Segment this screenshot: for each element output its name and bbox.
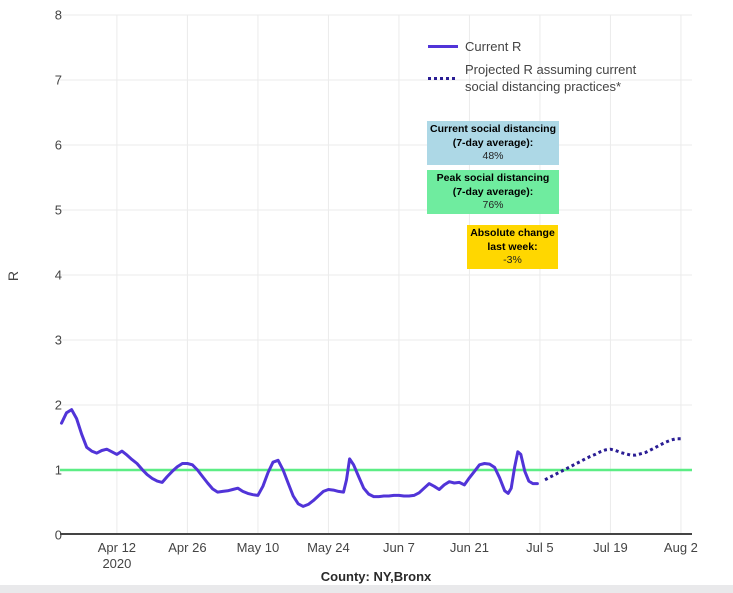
- projected-r-line: [544, 437, 681, 482]
- page-bottom-strip: [0, 585, 733, 593]
- x-tick-label: Apr 26: [168, 540, 206, 555]
- y-axis-title: R: [5, 270, 22, 282]
- y-tick-label: 8: [55, 8, 62, 23]
- annotation-line: Current social distancing: [429, 123, 557, 135]
- annotation-line: (7-day average):: [452, 185, 534, 198]
- x-tick-label: May 24: [307, 540, 350, 555]
- x-tick-sublabel: 2020: [102, 556, 131, 571]
- y-tick-label: 0: [55, 528, 62, 543]
- x-tick-label: Jul 5: [526, 540, 553, 555]
- x-tick-label: Jul 19: [593, 540, 628, 555]
- dotted-line-swatch-icon: [428, 76, 458, 80]
- legend-item-projected-r[interactable]: Projected R assuming current social dist…: [428, 61, 647, 95]
- annotation-value: -3%: [503, 254, 522, 266]
- current-r-line: [60, 408, 539, 508]
- y-tick-label: 2: [55, 398, 62, 413]
- x-tick-label: May 10: [237, 540, 280, 555]
- y-tick-label: 4: [55, 268, 62, 283]
- solid-line-swatch-icon: [428, 45, 458, 48]
- chart-legend: Current R Projected R assuming current s…: [428, 38, 647, 101]
- legend-label-projected-r: Projected R assuming current social dist…: [465, 62, 637, 94]
- x-axis-title: County: NY,Bronx: [320, 569, 432, 584]
- y-tick-label: 6: [55, 138, 62, 153]
- x-tick-label: Apr 12: [98, 540, 136, 555]
- annotation-value: 76%: [482, 199, 504, 211]
- legend-label-current-r: Current R: [465, 39, 522, 54]
- annotation-line: (7-day average):: [452, 136, 534, 149]
- y-tick-label: 7: [55, 73, 62, 88]
- annotation-current-social-distancing: Current social distancing (7-day average…: [427, 121, 559, 165]
- legend-item-current-r[interactable]: Current R: [428, 38, 647, 55]
- annotation-absolute-change: Absolute change last week: -3%: [467, 225, 558, 269]
- x-tick-label: Jun 7: [383, 540, 415, 555]
- annotation-line: Absolute change: [470, 227, 555, 239]
- y-tick-label: 5: [55, 203, 62, 218]
- annotation-value: 48%: [482, 150, 504, 162]
- annotation-peak-social-distancing: Peak social distancing (7-day average): …: [427, 170, 559, 214]
- annotation-line: Peak social distancing: [436, 172, 550, 184]
- x-tick-label: Aug 2: [664, 540, 698, 555]
- annotation-line: last week:: [487, 240, 538, 253]
- y-tick-label: 3: [55, 333, 62, 348]
- y-tick-label: 1: [55, 463, 62, 478]
- x-tick-label: Jun 21: [450, 540, 489, 555]
